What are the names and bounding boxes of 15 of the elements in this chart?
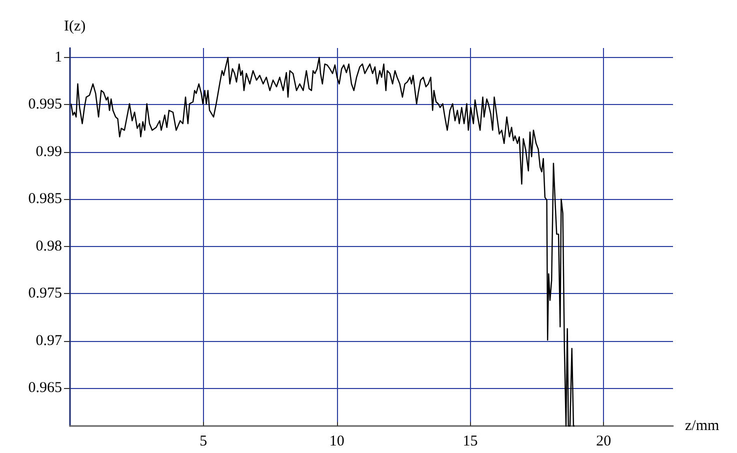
y-tick-label: 0.965 bbox=[28, 380, 62, 396]
x-axis-title: z/mm bbox=[685, 418, 720, 434]
y-tick-label: 0.985 bbox=[28, 191, 62, 208]
y-tick-label: 0.98 bbox=[36, 238, 62, 254]
y-axis-title: I(z) bbox=[64, 18, 86, 34]
y-tick-label: 0.99 bbox=[36, 144, 62, 160]
y-tick-label: 0.97 bbox=[36, 332, 62, 349]
x-tick-label: 15 bbox=[462, 434, 478, 450]
y-tick-label: 1 bbox=[54, 49, 62, 66]
y-tick-label: 0.995 bbox=[28, 96, 62, 113]
x-tick-label: 5 bbox=[200, 434, 208, 450]
line-series bbox=[70, 56, 576, 427]
x-tick-label: 20 bbox=[596, 434, 612, 450]
y-tick-label: 0.975 bbox=[28, 286, 62, 302]
x-tick-label: 10 bbox=[329, 434, 344, 450]
